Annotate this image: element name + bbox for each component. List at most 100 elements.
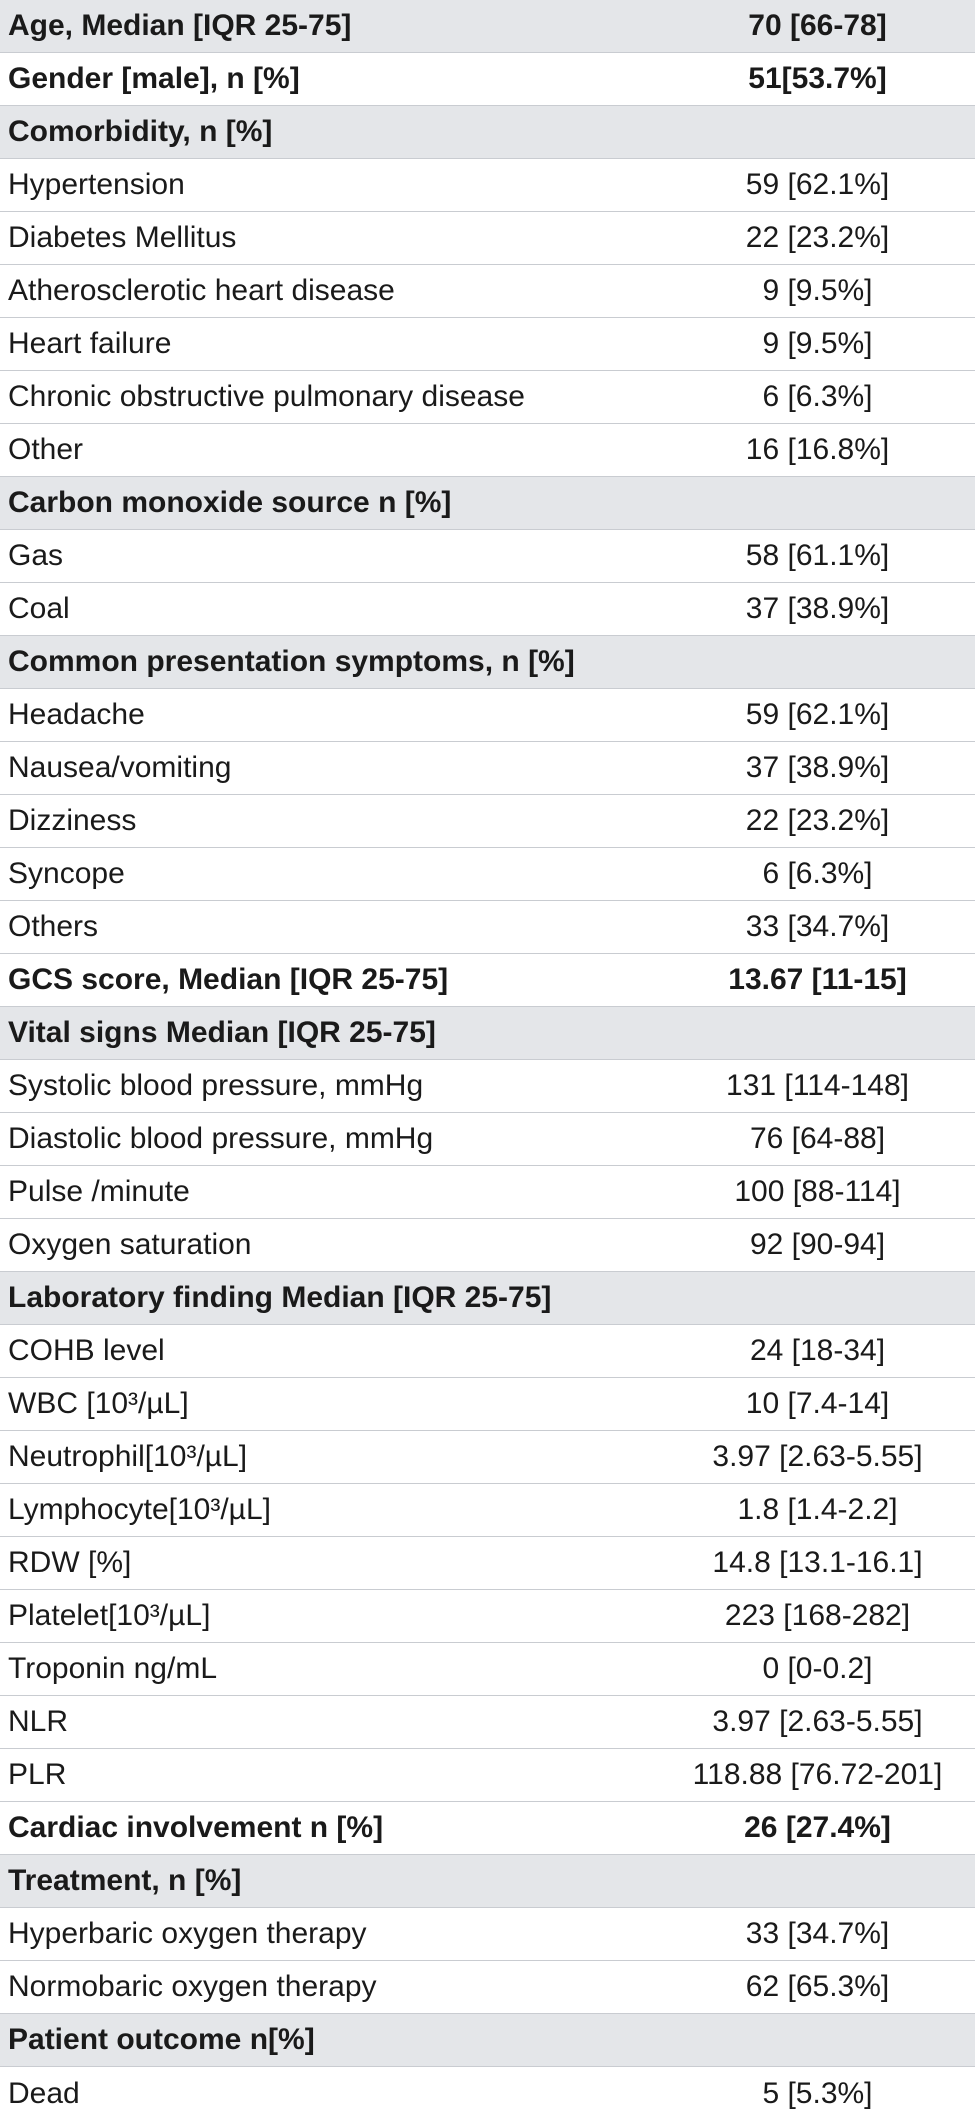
row-label: Systolic blood pressure, mmHg bbox=[8, 1071, 424, 1101]
table-row: Diabetes Mellitus 22 [23.2%] bbox=[0, 212, 975, 265]
row-value: 9 [9.5%] bbox=[762, 276, 873, 306]
row-label: Atherosclerotic heart disease bbox=[8, 276, 395, 306]
row-label: Gas bbox=[8, 541, 64, 571]
row-label: Treatment, n [%] bbox=[8, 1866, 242, 1896]
row-value: 223 [168-282] bbox=[724, 1601, 911, 1631]
row-label: Chronic obstructive pulmonary disease bbox=[8, 382, 525, 412]
row-label: WBC [10³/µL] bbox=[8, 1389, 189, 1419]
table-row: WBC [10³/µL] 10 [7.4-14] bbox=[0, 1378, 975, 1431]
row-label: PLR bbox=[8, 1760, 67, 1790]
table-row: Lymphocyte[10³/µL] 1.8 [1.4-2.2] bbox=[0, 1484, 975, 1537]
table-section-header: Carbon monoxide source n [%] bbox=[0, 477, 975, 530]
row-label: Vital signs Median [IQR 25-75] bbox=[8, 1018, 436, 1048]
table-row: Hypertension 59 [62.1%] bbox=[0, 159, 975, 212]
row-value: 6 [6.3%] bbox=[762, 382, 873, 412]
row-label: Troponin ng/mL bbox=[8, 1654, 218, 1684]
row-label: Cardiac involvement n [%] bbox=[8, 1813, 384, 1843]
table-row: GCS score, Median [IQR 25-75] 13.67 [11-1… bbox=[0, 954, 975, 1007]
table-row: Platelet[10³/µL] 223 [168-282] bbox=[0, 1590, 975, 1643]
table-row: RDW [%] 14.8 [13.1-16.1] bbox=[0, 1537, 975, 1590]
table-row: Headache 59 [62.1%] bbox=[0, 689, 975, 742]
row-value: 3.97 [2.63-5.55] bbox=[712, 1707, 923, 1737]
table-section-header: Patient outcome n[%] bbox=[0, 2014, 975, 2067]
row-label: COHB level bbox=[8, 1336, 165, 1366]
row-label: Common presentation symptoms, n [%] bbox=[8, 647, 575, 677]
row-value: 13.67 [11-15] bbox=[728, 965, 907, 995]
row-value: 33 [34.7%] bbox=[745, 912, 890, 942]
table-section-header: Age, Median [IQR 25-75] 70 [66-78] bbox=[0, 0, 975, 53]
row-label: Platelet[10³/µL] bbox=[8, 1601, 211, 1631]
row-value: 33 [34.7%] bbox=[745, 1919, 890, 1949]
row-label: Dead bbox=[8, 2078, 80, 2109]
row-value: 51[53.7%] bbox=[748, 64, 887, 94]
row-label: Gender [male], n [%] bbox=[8, 64, 300, 94]
row-label: Syncope bbox=[8, 859, 125, 889]
table-row: Neutrophil[10³/µL] 3.97 [2.63-5.55] bbox=[0, 1431, 975, 1484]
table-row: Dead 5 [5.3%] bbox=[0, 2067, 975, 2120]
row-label: Diastolic blood pressure, mmHg bbox=[8, 1124, 434, 1154]
table-row: NLR 3.97 [2.63-5.55] bbox=[0, 1696, 975, 1749]
table-row: Heart failure 9 [9.5%] bbox=[0, 318, 975, 371]
row-label: RDW [%] bbox=[8, 1548, 132, 1578]
row-value: 9 [9.5%] bbox=[762, 329, 873, 359]
row-value: 22 [23.2%] bbox=[745, 223, 890, 253]
table-row: Others 33 [34.7%] bbox=[0, 901, 975, 954]
table-section-header: Common presentation symptoms, n [%] bbox=[0, 636, 975, 689]
row-label: Others bbox=[8, 912, 99, 942]
table-row: Syncope 6 [6.3%] bbox=[0, 848, 975, 901]
row-value: 22 [23.2%] bbox=[745, 806, 890, 836]
row-value: 0 [0-0.2] bbox=[762, 1654, 873, 1684]
row-label: Lymphocyte[10³/µL] bbox=[8, 1495, 271, 1525]
row-label: Age, Median [IQR 25-75] bbox=[8, 11, 352, 41]
table-row: Other 16 [16.8%] bbox=[0, 424, 975, 477]
row-label: Other bbox=[8, 435, 84, 465]
table-section-header: Laboratory finding Median [IQR 25-75] bbox=[0, 1272, 975, 1325]
row-label: NLR bbox=[8, 1707, 69, 1737]
row-value: 59 [62.1%] bbox=[745, 170, 890, 200]
row-value: 37 [38.9%] bbox=[745, 753, 890, 783]
row-value: 118.88 [76.72-201] bbox=[692, 1760, 943, 1790]
row-value: 5 [5.3%] bbox=[762, 2078, 873, 2109]
row-label: Hypertension bbox=[8, 170, 185, 200]
row-value: 10 [7.4-14] bbox=[745, 1389, 890, 1419]
row-value: 58 [61.1%] bbox=[745, 541, 890, 571]
table-row: Gas 58 [61.1%] bbox=[0, 530, 975, 583]
row-label: Neutrophil[10³/µL] bbox=[8, 1442, 248, 1472]
row-value: 70 [66-78] bbox=[748, 11, 887, 41]
table-row: PLR 118.88 [76.72-201] bbox=[0, 1749, 975, 1802]
row-label: Patient outcome n[%] bbox=[8, 2025, 315, 2055]
row-value: 62 [65.3%] bbox=[745, 1972, 890, 2002]
row-label: Pulse /minute bbox=[8, 1177, 190, 1207]
row-value: 6 [6.3%] bbox=[762, 859, 873, 889]
table-row: Cardiac involvement n [%] 26 [27.4%] bbox=[0, 1802, 975, 1855]
row-label: Headache bbox=[8, 700, 145, 730]
table-row: Normobaric oxygen therapy 62 [65.3%] bbox=[0, 1961, 975, 2014]
row-label: Carbon monoxide source n [%] bbox=[8, 488, 452, 518]
row-label: GCS score, Median [IQR 25-75] bbox=[8, 965, 449, 995]
row-label: Dizziness bbox=[8, 806, 137, 836]
table-section-header: Treatment, n [%] bbox=[0, 1855, 975, 1908]
row-label: Heart failure bbox=[8, 329, 172, 359]
table-row: Coal 37 [38.9%] bbox=[0, 583, 975, 636]
table-row: COHB level 24 [18-34] bbox=[0, 1325, 975, 1378]
row-label: Coal bbox=[8, 594, 70, 624]
row-value: 100 [88-114] bbox=[734, 1177, 901, 1207]
table-row: Gender [male], n [%] 51[53.7%] bbox=[0, 53, 975, 106]
row-label: Diabetes Mellitus bbox=[8, 223, 237, 253]
table-row: Pulse /minute 100 [88-114] bbox=[0, 1166, 975, 1219]
table-section-header: Comorbidity, n [%] bbox=[0, 106, 975, 159]
table-row: Hyperbaric oxygen therapy 33 [34.7%] bbox=[0, 1908, 975, 1961]
table-row: Nausea/vomiting 37 [38.9%] bbox=[0, 742, 975, 795]
table-row: Atherosclerotic heart disease 9 [9.5%] bbox=[0, 265, 975, 318]
table-row: Systolic blood pressure, mmHg 131 [114-14… bbox=[0, 1060, 975, 1113]
row-label: Laboratory finding Median [IQR 25-75] bbox=[8, 1283, 552, 1313]
row-value: 16 [16.8%] bbox=[745, 435, 890, 465]
row-label: Hyperbaric oxygen therapy bbox=[8, 1919, 367, 1949]
row-value: 37 [38.9%] bbox=[745, 594, 890, 624]
row-value: 3.97 [2.63-5.55] bbox=[712, 1442, 923, 1472]
row-label: Comorbidity, n [%] bbox=[8, 117, 273, 147]
row-value: 131 [114-148] bbox=[726, 1071, 909, 1101]
table-section-header: Vital signs Median [IQR 25-75] bbox=[0, 1007, 975, 1060]
row-value: 1.8 [1.4-2.2] bbox=[737, 1495, 898, 1525]
